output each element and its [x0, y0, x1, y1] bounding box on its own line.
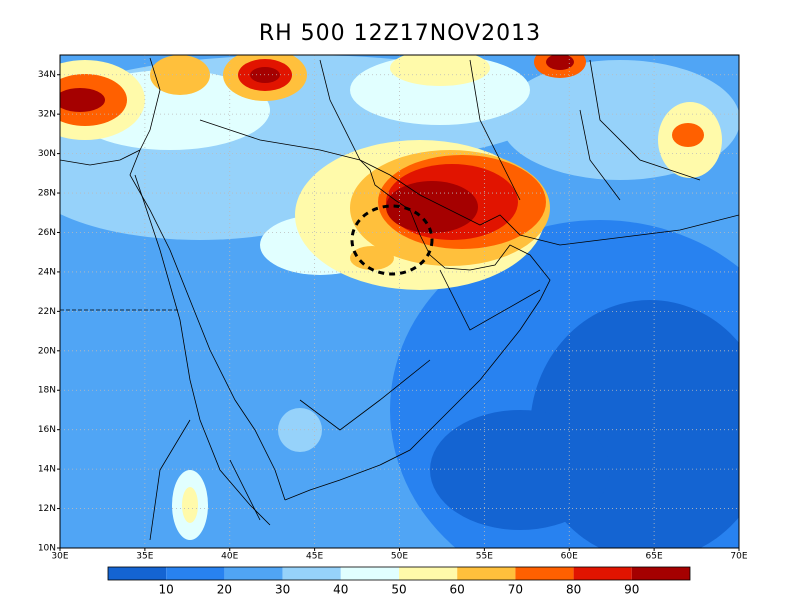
y-tick-label: 34N	[38, 70, 56, 80]
x-tick-label: 70E	[730, 552, 747, 562]
rh-field	[60, 55, 739, 548]
colorbar-label: 40	[333, 583, 348, 597]
y-tick-label: 22N	[38, 307, 56, 317]
colorbar: 10 20 30 40 50 60 70 80 90	[107, 566, 691, 597]
colorbar-swatch	[224, 567, 283, 580]
colorbar-swatch	[515, 567, 574, 580]
y-tick-label: 32N	[38, 110, 56, 120]
x-tick-label: 55E	[476, 552, 493, 562]
rh-contour	[672, 123, 704, 147]
colorbar-label: 70	[508, 583, 523, 597]
coastline	[60, 149, 141, 166]
border	[149, 59, 701, 541]
colorbar-swatch	[573, 567, 632, 580]
x-tick-label: 60E	[561, 552, 578, 562]
coastline	[359, 159, 739, 246]
colorbar-frame	[107, 566, 691, 581]
colorbar-label: 60	[450, 583, 465, 597]
axes: 30E 35E 40E 45E 50E 55E 60E 65E 70E 10N 12N 14N 16N 1…	[38, 70, 748, 561]
colorbar-swatch	[457, 567, 516, 580]
rh-contour	[350, 246, 394, 270]
colorbar-label: 90	[624, 583, 639, 597]
rh-contour	[386, 181, 478, 233]
colorbar-swatch	[399, 567, 458, 580]
map-title: RH 500 12Z17NOV2013	[259, 21, 541, 46]
y-tick-label: 24N	[38, 267, 56, 277]
coastline	[129, 57, 286, 501]
y-tick-label: 30N	[38, 149, 56, 159]
colorbar-swatch	[166, 567, 225, 580]
rh-contour	[390, 55, 490, 86]
y-tick-label: 12N	[38, 504, 56, 514]
x-tick-label: 40E	[221, 552, 238, 562]
rh-contour	[60, 88, 105, 112]
x-tick-label: 45E	[306, 552, 323, 562]
x-tick-label: 30E	[51, 552, 68, 562]
x-tick-label: 65E	[646, 552, 663, 562]
colorbar-label: 20	[217, 583, 232, 597]
y-tick-label: 26N	[38, 228, 56, 238]
rh-contour	[430, 410, 610, 530]
y-tick-label: 20N	[38, 346, 56, 356]
y-tick-label: 28N	[38, 189, 56, 199]
y-tick-label: 16N	[38, 425, 56, 435]
colorbar-swatch	[631, 567, 690, 580]
coastline	[134, 174, 271, 526]
rh-contour	[182, 487, 198, 523]
colorbar-swatch	[108, 567, 167, 580]
highlight-circle	[350, 204, 434, 276]
x-tick-label: 35E	[136, 552, 153, 562]
colorbar-label: 30	[275, 583, 290, 597]
colorbar-label: 10	[159, 583, 174, 597]
colorbar-label: 80	[566, 583, 581, 597]
x-tick-label: 50E	[391, 552, 408, 562]
rh-contour	[546, 55, 574, 70]
colorbar-label: 50	[391, 583, 406, 597]
y-tick-label: 18N	[38, 386, 56, 396]
y-tick-label: 14N	[38, 465, 56, 475]
colorbar-swatch	[282, 567, 341, 580]
colorbar-swatch	[340, 567, 399, 580]
y-tick-label: 10N	[38, 544, 56, 554]
